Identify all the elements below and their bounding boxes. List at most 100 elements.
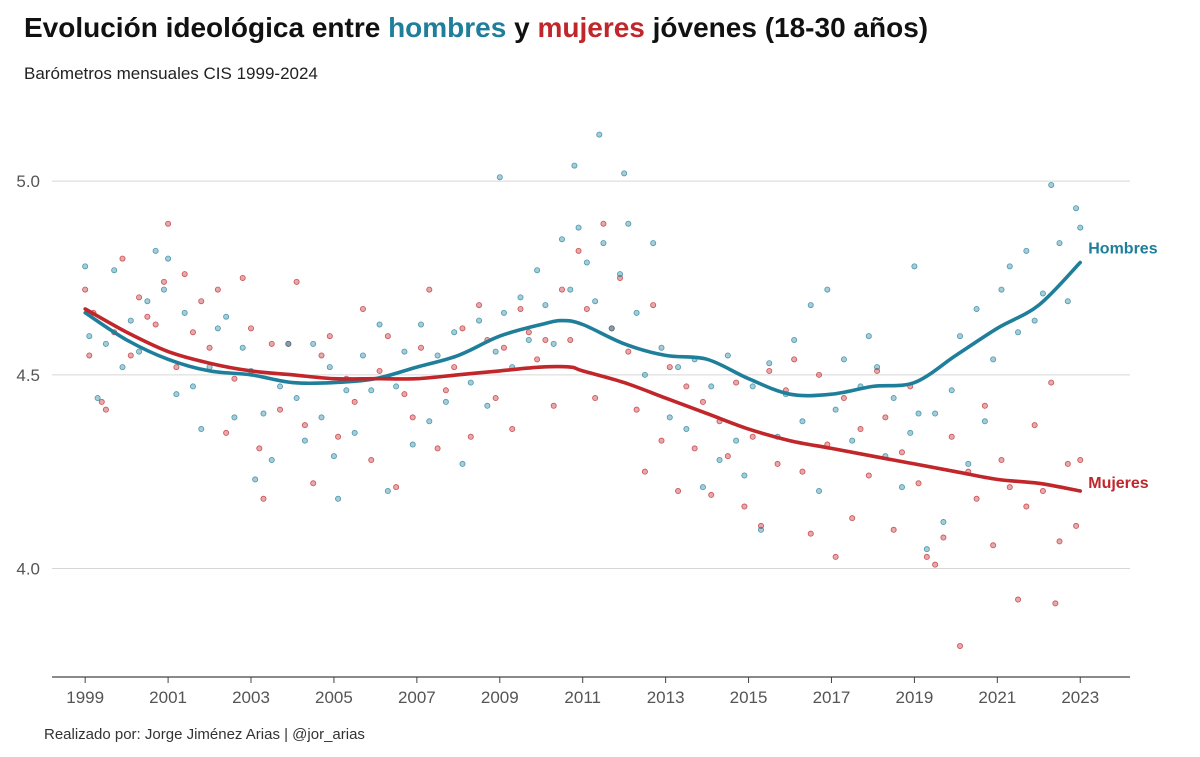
point-mujeres [384,333,391,340]
point-mujeres [1056,538,1063,545]
point-hombres [111,267,118,274]
point-mujeres [256,445,263,452]
point-hombres [741,472,748,479]
point-hombres [658,344,665,351]
point-hombres [633,309,640,316]
point-mujeres [857,426,864,433]
x-tick-label: 2013 [647,688,685,707]
title-part-1: Evolución ideológica entre [24,12,389,43]
x-tick-label: 2011 [564,688,601,707]
point-mujeres [492,395,499,402]
series-label-hombres: Hombres [1088,240,1157,257]
point-hombres [1006,263,1013,270]
point-mujeres [583,305,590,312]
point-hombres [724,352,731,359]
point-mujeres [277,406,284,413]
point-hombres [136,348,143,355]
point-mujeres [231,375,238,382]
axes: 4.0 4.5 5.0 1999 2001 2003 2005 2007 2009 2011 201… [16,172,1130,707]
point-mujeres [625,348,632,355]
point-hombres [650,240,657,247]
point-hombres [409,441,416,448]
x-tick-label: 2019 [895,688,933,707]
point-hombres [641,371,648,378]
point-hombres [335,495,342,502]
point-mujeres [500,344,507,351]
point-mujeres [206,344,213,351]
point-mujeres [1031,422,1038,429]
title-part-3: jóvenes (18-30 años) [644,12,929,43]
point-mujeres [832,553,839,560]
point-hombres [558,236,565,243]
point-hombres [268,457,275,464]
y-tick-label: 4.5 [16,366,40,385]
point-hombres [550,340,557,347]
point-hombres [733,437,740,444]
point-hombres [359,352,366,359]
point-mujeres [998,457,1005,464]
point-hombres [621,170,628,177]
point-hombres [260,410,267,417]
point-mujeres [376,367,383,374]
point-hombres [1031,317,1038,324]
caption: Realizado por: Jorge Jiménez Arias | @jo… [44,726,365,743]
point-mujeres [534,356,541,363]
point-hombres [351,429,358,436]
chart-title: Evolución ideológica entre hombres y muj… [24,12,928,44]
point-mujeres [849,515,856,522]
point-mujeres [807,530,814,537]
point-mujeres [198,298,205,305]
point-hombres [330,453,337,460]
point-mujeres [840,395,847,402]
point-hombres [1073,205,1080,212]
point-hombres [807,302,814,309]
point-mujeres [189,329,196,336]
point-mujeres [318,352,325,359]
point-hombres [534,267,541,274]
x-tick-label: 2017 [813,688,851,707]
x-tick-label: 2001 [149,688,187,707]
point-mujeres [260,495,267,502]
point-hombres [575,224,582,231]
point-hombres [451,329,458,336]
point-hombres [625,220,632,227]
point-mujeres [293,278,300,285]
points-mujeres [82,220,1084,650]
x-tick-label: 1999 [66,688,104,707]
point-hombres [708,383,715,390]
point-mujeres [351,398,358,405]
point-hombres [384,488,391,495]
point-mujeres [691,445,698,452]
point-mujeres [127,352,134,359]
point-mujeres [165,220,172,227]
point-mujeres [1015,596,1022,603]
point-hombres [252,476,259,483]
point-hombres [832,406,839,413]
point-mujeres [923,553,930,560]
point-hombres [293,395,300,402]
point-mujeres [550,402,557,409]
point-hombres [998,286,1005,293]
point-hombres [277,383,284,390]
point-mujeres [119,255,126,262]
point-hombres [990,356,997,363]
point-hombres [542,302,549,309]
point-hombres [567,286,574,293]
point-hombres [310,340,317,347]
point-mujeres [451,364,458,371]
point-mujeres [525,329,532,336]
point-hombres [173,391,180,398]
point-mujeres [476,302,483,309]
point-mujeres [741,503,748,510]
point-hombres [699,484,706,491]
y-tick-label: 5.0 [16,172,40,191]
point-mujeres [733,379,740,386]
title-part-2: y [506,12,538,43]
point-hombres [571,162,578,169]
point-mujeres [567,336,574,343]
point-hombres [911,263,918,270]
point-mujeres [86,352,93,359]
point-mujeres [368,457,375,464]
point-hombres [434,352,441,359]
point-hombres [484,402,491,409]
